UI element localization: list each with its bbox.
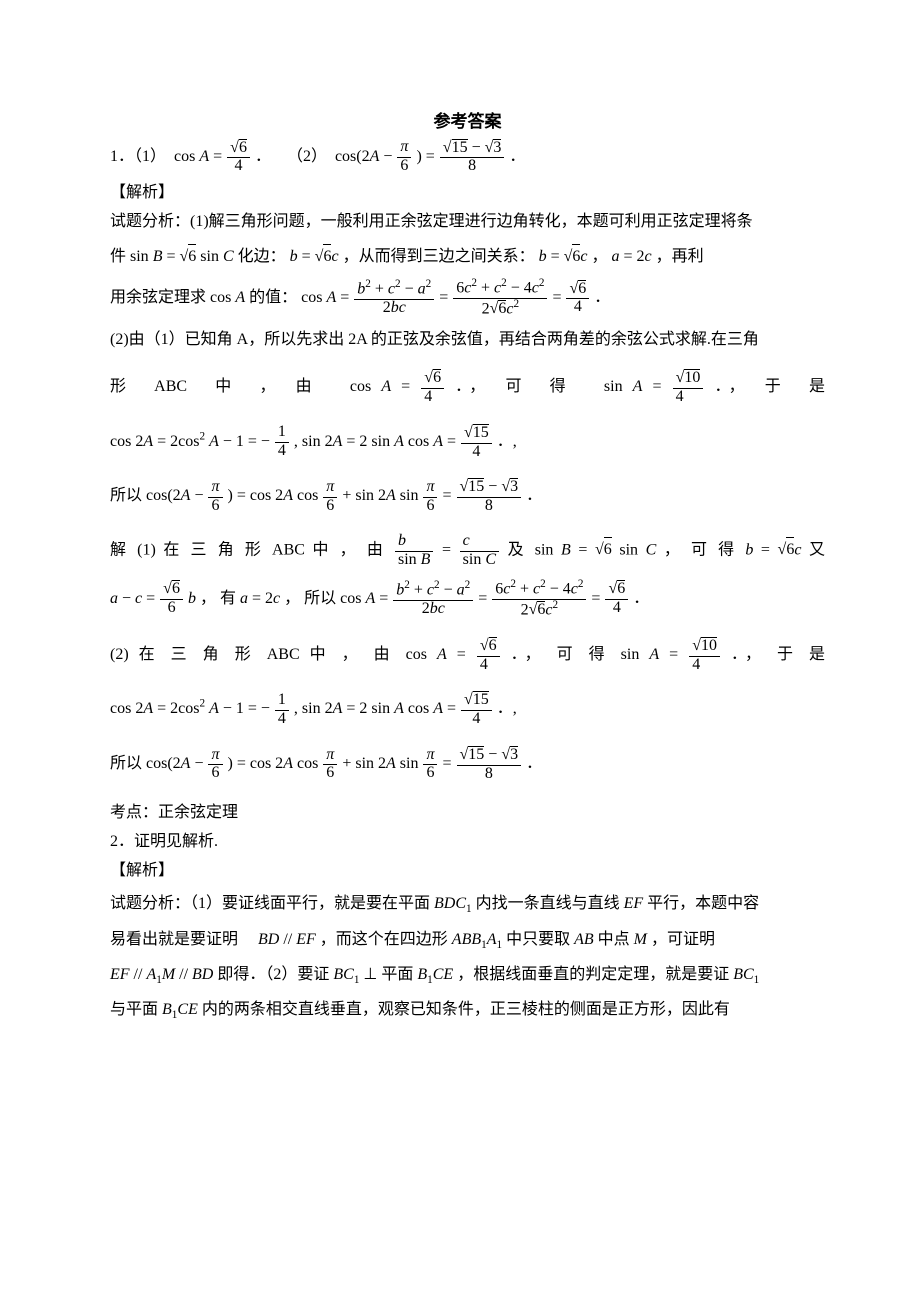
body-line: 形 ABC 中 ， 由 cos A = √64 ．， 可 得 sin A = √… xyxy=(110,369,825,406)
text: (2) 在 三 角 形 ABC 中 ， 由 cos A = xyxy=(110,646,476,663)
fraction: π6 xyxy=(423,747,437,783)
text: ) = xyxy=(416,148,438,165)
body-line: 与平面 B1CE 内的两条相交直线垂直，观察已知条件，正三棱柱的侧面是正方形，因… xyxy=(110,998,825,1023)
document-page: 参考答案 1．（1） cos A = √64 ． （2） cos(2A − π6… xyxy=(0,0,920,1302)
body-line: 所以 cos(2A − π6 ) = cos 2A cos π6 + sin 2… xyxy=(110,478,825,515)
fraction: √154 xyxy=(461,424,492,461)
fraction: bsin B xyxy=(395,533,433,569)
text: 1．（1） cos A = xyxy=(110,148,226,165)
text: ． （2） cos(2A − xyxy=(255,148,396,165)
text: 所以 cos(2A − xyxy=(110,755,207,772)
text: ．, xyxy=(497,700,517,717)
text: + sin 2A sin xyxy=(342,755,422,772)
page-title: 参考答案 xyxy=(110,110,825,135)
body-line: 【解析】 xyxy=(110,181,825,204)
text: cos 2A = 2cos2 A − 1 = − xyxy=(110,433,270,450)
fraction: √64 xyxy=(566,280,589,317)
body-line: EF // A1M // BD 即得．（2）要证 BC1 ⊥ 平面 B1CE ，… xyxy=(110,963,825,988)
fraction: π6 xyxy=(397,139,411,175)
fraction: 14 xyxy=(275,692,289,728)
fraction: √64 xyxy=(605,580,628,617)
text: , sin 2A = 2 sin A cos A = xyxy=(294,433,460,450)
body-line: 【解析】 xyxy=(110,859,825,882)
body-line: 试题分析：(1)解三角形问题，一般利用正余弦定理进行边角转化，本题可利用正弦定理… xyxy=(110,210,825,233)
text: = xyxy=(552,289,565,306)
text: a − c = xyxy=(110,589,159,606)
fraction: √154 xyxy=(461,691,492,728)
text: ．, xyxy=(497,433,517,450)
fraction: π6 xyxy=(208,479,222,515)
fraction: √64 xyxy=(227,139,250,176)
fraction: 6c2 + c2 − 4c22√6c2 xyxy=(453,278,547,318)
text: 所以 cos(2A − xyxy=(110,487,207,504)
fraction: √64 xyxy=(477,637,500,674)
text: , sin 2A = 2 sin A cos A = xyxy=(294,700,460,717)
text: = xyxy=(478,589,491,606)
fraction: √104 xyxy=(673,369,704,406)
fraction: π6 xyxy=(208,747,222,783)
text: ．， 可 得 sin A = xyxy=(511,646,689,663)
body-line: a − c = √66 b ， 有 a = 2c ， 所以 cos A = b2… xyxy=(110,579,825,619)
fraction: √15 − √38 xyxy=(440,139,505,176)
text: 及 sin B = √6 sin C ， 可 得 b = √6c 又 xyxy=(508,541,825,558)
body-line: 用余弦定理求 cos A 的值： cos A = b2 + c2 − a22bc… xyxy=(110,278,825,318)
body-line: 1．（1） cos A = √64 ． （2） cos(2A − π6 ) = … xyxy=(110,139,825,176)
fraction: b2 + c2 − a22bc xyxy=(354,279,434,317)
text: ．， 可 得 sin A = xyxy=(455,378,671,395)
text: = xyxy=(442,487,455,504)
text: 件 sin B = √6 sin C 化边： b = √6c ，从而得到三边之间… xyxy=(110,248,704,265)
text: + sin 2A sin xyxy=(342,487,422,504)
fraction: b2 + c2 − a22bc xyxy=(393,580,473,618)
fraction: 14 xyxy=(275,424,289,460)
text: ) = cos 2A cos xyxy=(228,755,323,772)
text: ．， 于 是 xyxy=(715,378,825,395)
body-line: (2)由（1）已知角 A，所以先求出 2A 的正弦及余弦值，再结合两角差的余弦公… xyxy=(110,328,825,351)
text: = xyxy=(442,541,459,558)
fraction: π6 xyxy=(423,479,437,515)
body-line: cos 2A = 2cos2 A − 1 = − 14 , sin 2A = 2… xyxy=(110,424,825,461)
body-line: 件 sin B = √6 sin C 化边： b = √6c ，从而得到三边之间… xyxy=(110,244,825,268)
text: 易看出就是要证明 BD // EF ，而这个在四边形 ABB1A1 中只要取 A… xyxy=(110,931,715,948)
body-line: 2．证明见解析. xyxy=(110,830,825,853)
text: 与平面 B1CE 内的两条相交直线垂直，观察已知条件，正三棱柱的侧面是正方形，因… xyxy=(110,1001,730,1018)
text: ． xyxy=(526,487,542,504)
fraction: √64 xyxy=(421,369,444,406)
fraction: csin C xyxy=(460,533,499,569)
text: ．， 于 是 xyxy=(731,646,825,663)
fraction: π6 xyxy=(323,479,337,515)
fraction: 6c2 + c2 − 4c22√6c2 xyxy=(492,579,586,619)
body-line: cos 2A = 2cos2 A − 1 = − 14 , sin 2A = 2… xyxy=(110,691,825,728)
text: = xyxy=(591,589,604,606)
text: = xyxy=(442,755,455,772)
text: 解 (1) 在 三 角 形 ABC 中 ， 由 xyxy=(110,541,394,558)
text: cos 2A = 2cos2 A − 1 = − xyxy=(110,700,270,717)
fraction: √15 − √38 xyxy=(457,746,522,783)
text: 用余弦定理求 cos A 的值： cos A = xyxy=(110,289,353,306)
text: ． xyxy=(526,755,542,772)
text: ． xyxy=(633,589,649,606)
fraction: √104 xyxy=(689,637,720,674)
body-line: 解 (1) 在 三 角 形 ABC 中 ， 由 bsin B = csin C … xyxy=(110,533,825,569)
body-line: 试题分析：（1）要证线面平行，就是要在平面 BDC1 内找一条直线与直线 EF … xyxy=(110,892,825,917)
body-line: 易看出就是要证明 BD // EF ，而这个在四边形 ABB1A1 中只要取 A… xyxy=(110,928,825,953)
body-line: (2) 在 三 角 形 ABC 中 ， 由 cos A = √64 ．， 可 得… xyxy=(110,637,825,674)
text: 试题分析：（1）要证线面平行，就是要在平面 BDC1 内找一条直线与直线 EF … xyxy=(110,895,759,912)
body-line: 所以 cos(2A − π6 ) = cos 2A cos π6 + sin 2… xyxy=(110,746,825,783)
fraction: π6 xyxy=(323,747,337,783)
text: EF // A1M // BD 即得．（2）要证 BC1 ⊥ 平面 B1CE ，… xyxy=(110,966,759,983)
text: = xyxy=(439,289,452,306)
text: 形 ABC 中 ， 由 cos A = xyxy=(110,378,420,395)
fraction: √15 − √38 xyxy=(457,478,522,515)
fraction: √66 xyxy=(160,580,183,617)
text: ． xyxy=(594,289,610,306)
text: ． xyxy=(509,148,525,165)
body-line: 考点：正余弦定理 xyxy=(110,801,825,824)
text: ) = cos 2A cos xyxy=(228,487,323,504)
text: b ， 有 a = 2c ， 所以 cos A = xyxy=(188,589,392,606)
